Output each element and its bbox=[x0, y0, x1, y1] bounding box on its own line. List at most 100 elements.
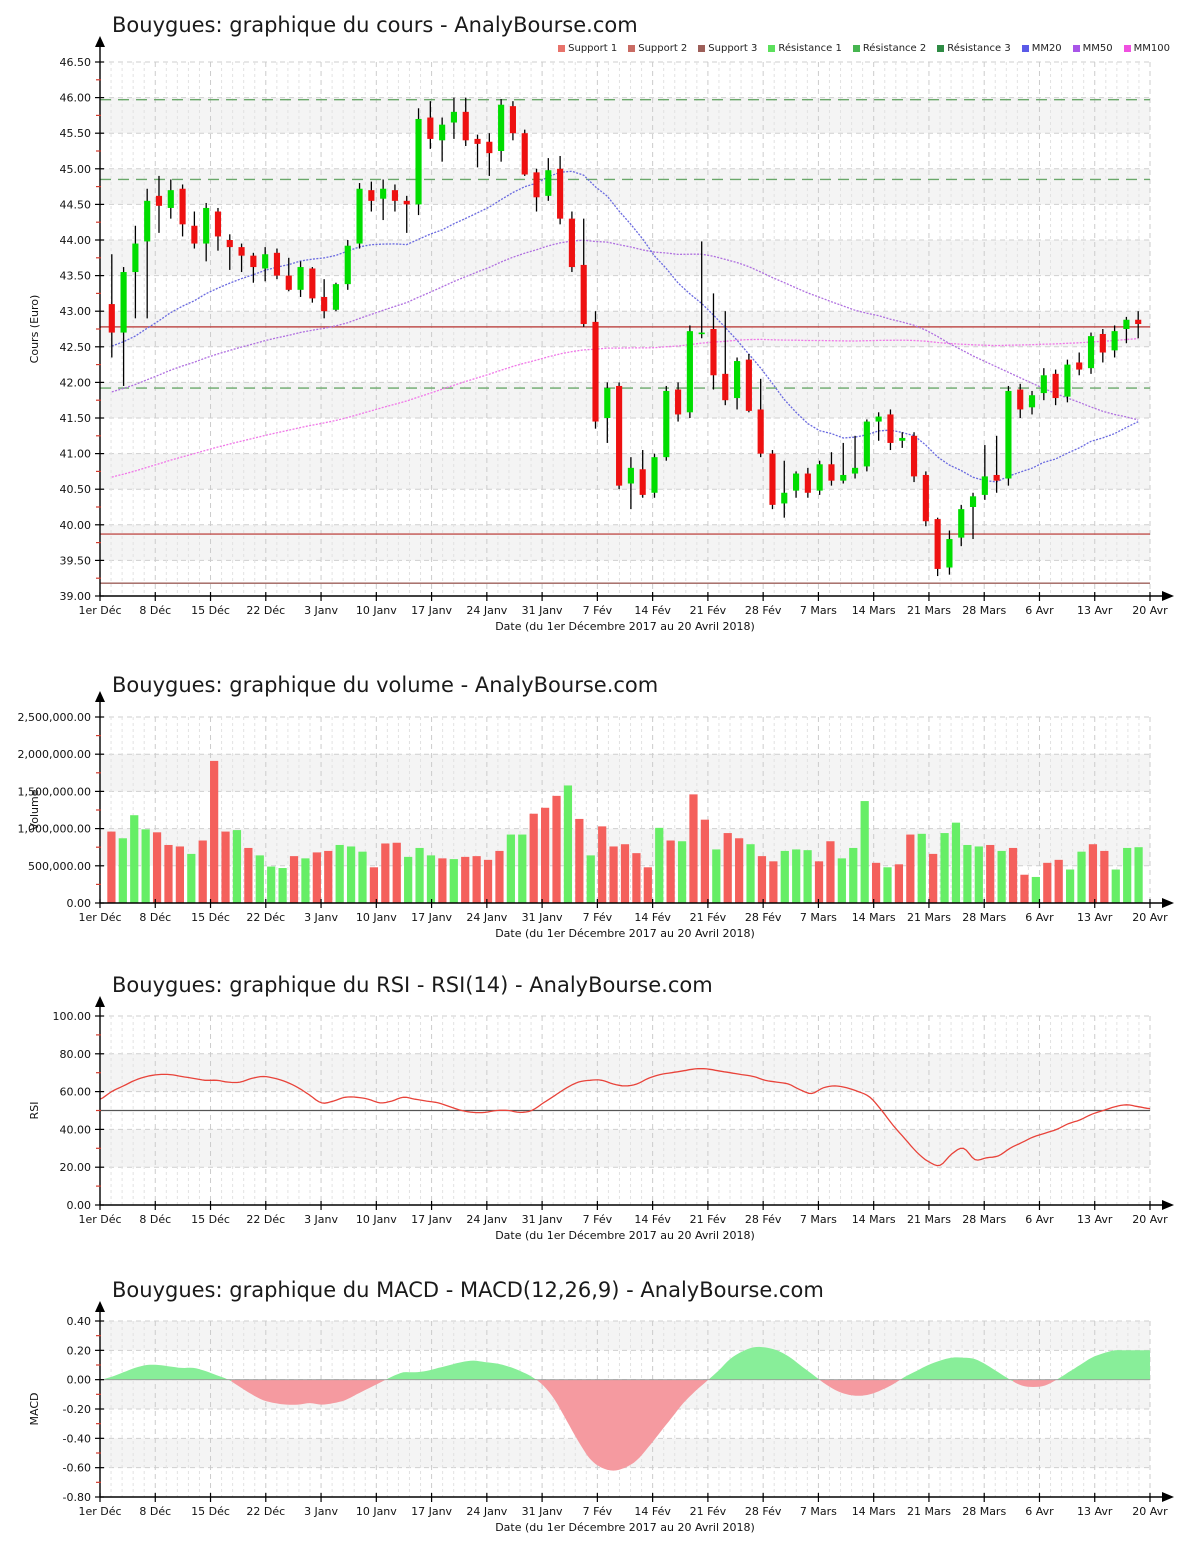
x-axis-tick-label: 21 Fév bbox=[690, 604, 727, 617]
x-axis-arrow bbox=[1162, 591, 1174, 601]
volume-bar bbox=[586, 855, 595, 903]
candle-body bbox=[191, 225, 198, 244]
axis-band bbox=[100, 754, 1150, 792]
macd-positive-area bbox=[385, 1360, 538, 1381]
candle-body bbox=[297, 267, 304, 290]
volume-bar bbox=[1043, 862, 1052, 903]
volume-bar bbox=[609, 846, 618, 903]
y-axis-tick-label: 39.50 bbox=[60, 554, 92, 567]
x-axis-tick-label: 14 Fév bbox=[634, 1505, 671, 1518]
candle-body bbox=[214, 211, 222, 237]
volume-bar bbox=[655, 827, 664, 903]
axis-band bbox=[100, 168, 1150, 205]
x-axis-tick-label: 20 Avr bbox=[1132, 1213, 1168, 1226]
candle-body bbox=[710, 329, 717, 376]
x-axis-tick-label: 6 Avr bbox=[1025, 1213, 1054, 1226]
y-axis-tick-label: 0.00 bbox=[67, 1374, 92, 1387]
x-axis-arrow bbox=[1162, 898, 1174, 908]
volume-bar bbox=[906, 834, 915, 903]
legend-swatch-icon bbox=[852, 45, 860, 52]
candle-body bbox=[1028, 395, 1036, 408]
volume-bar bbox=[712, 849, 721, 903]
macd-negative-area bbox=[820, 1378, 903, 1396]
volume-bar bbox=[369, 867, 379, 903]
candle-body bbox=[958, 509, 965, 538]
candle-body bbox=[203, 207, 210, 244]
candle-body bbox=[1040, 375, 1047, 394]
legend-swatch-icon bbox=[768, 45, 776, 52]
macd-positive-area bbox=[709, 1346, 821, 1381]
x-axis-tick-label: 8 Déc bbox=[139, 911, 171, 924]
x-axis-tick-label: 20 Avr bbox=[1132, 1505, 1168, 1518]
candle-body bbox=[250, 255, 257, 268]
volume-bar bbox=[301, 858, 310, 903]
y-axis-tick-label: -0.80 bbox=[63, 1491, 91, 1504]
y-axis-tick-label: 44.50 bbox=[60, 198, 92, 211]
volume-bar bbox=[141, 829, 150, 903]
volume-bar bbox=[1134, 847, 1143, 903]
volume-bar bbox=[346, 846, 356, 903]
legend-swatch-icon bbox=[698, 45, 706, 52]
volume-bar bbox=[1111, 869, 1120, 903]
volume-bar bbox=[244, 847, 253, 903]
legend-item: Support 1 bbox=[558, 43, 617, 54]
volume-bar bbox=[792, 849, 801, 903]
legend-label: Résistance 3 bbox=[947, 43, 1011, 54]
y-axis-arrow bbox=[95, 996, 105, 1007]
x-axis-tick-label: 7 Fév bbox=[583, 604, 613, 617]
candle-body bbox=[1123, 319, 1130, 329]
legend-item: Résistance 1 bbox=[768, 43, 842, 54]
x-axis-tick-label: 20 Avr bbox=[1132, 604, 1168, 617]
x-axis-tick-label: 21 Fév bbox=[690, 911, 727, 924]
candle-body bbox=[332, 284, 340, 310]
volume-bar bbox=[849, 847, 858, 903]
volume-bar bbox=[769, 861, 778, 903]
candle-body bbox=[604, 388, 611, 418]
volume-bar bbox=[483, 859, 493, 903]
volume-bar bbox=[940, 833, 949, 903]
y-axis-tick-label: 46.50 bbox=[60, 56, 92, 69]
candle-body bbox=[934, 519, 941, 569]
x-axis-tick-label: 1er Déc bbox=[78, 1505, 121, 1518]
rsi-chart-title: Bouygues: graphique du RSI - RSI(14) - A… bbox=[112, 973, 713, 997]
candle-body bbox=[1052, 373, 1059, 399]
candle-body bbox=[993, 474, 1000, 481]
x-axis-title: Date (du 1er Décembre 2017 au 20 Avril 2… bbox=[495, 620, 755, 633]
legend-item: Résistance 2 bbox=[852, 43, 926, 54]
candle-body bbox=[1087, 336, 1095, 369]
candle-body bbox=[450, 111, 457, 123]
volume-bar bbox=[415, 847, 424, 903]
x-axis-tick-label: 28 Fév bbox=[745, 911, 782, 924]
candle-body bbox=[922, 474, 929, 522]
candle-body bbox=[155, 195, 163, 206]
volume-bar bbox=[917, 833, 926, 903]
volume-bar bbox=[1008, 847, 1018, 903]
candle-body bbox=[1135, 319, 1142, 325]
x-axis-tick-label: 24 Janv bbox=[466, 911, 507, 924]
volume-bar bbox=[210, 760, 219, 903]
macd-negative-area bbox=[1012, 1379, 1057, 1387]
volume-bar bbox=[803, 850, 812, 903]
volume-bar bbox=[404, 856, 413, 903]
candle-body bbox=[368, 190, 375, 201]
candle-body bbox=[120, 272, 127, 333]
candle-body bbox=[875, 416, 882, 422]
candle-body bbox=[427, 117, 434, 139]
x-axis-tick-label: 22 Déc bbox=[246, 1505, 285, 1518]
candle-body bbox=[226, 240, 233, 248]
y-axis-tick-label: 43.00 bbox=[60, 305, 92, 318]
candle-body bbox=[486, 141, 493, 154]
x-axis-tick-label: 17 Janv bbox=[411, 604, 452, 617]
volume-bar bbox=[358, 851, 367, 903]
candle-body bbox=[415, 118, 422, 205]
x-axis-tick-label: 15 Déc bbox=[191, 911, 230, 924]
macd-negative-area bbox=[537, 1378, 710, 1471]
volume-bar bbox=[860, 801, 869, 903]
candle-body bbox=[639, 469, 646, 495]
legend-swatch-icon bbox=[1021, 45, 1029, 52]
candle-body bbox=[1099, 333, 1106, 353]
x-axis-tick-label: 14 Mars bbox=[852, 911, 896, 924]
candle-body bbox=[108, 304, 115, 333]
price-chart-title: Bouygues: graphique du cours - AnalyBour… bbox=[112, 13, 638, 37]
legend-item: MM50 bbox=[1072, 43, 1113, 54]
